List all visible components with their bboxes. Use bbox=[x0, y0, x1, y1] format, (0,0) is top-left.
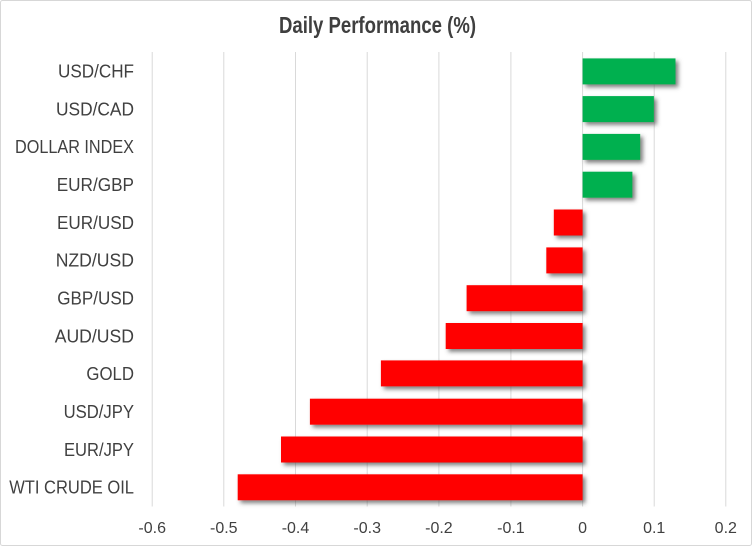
svg-text:EUR/GBP: EUR/GBP bbox=[57, 175, 134, 195]
svg-text:Daily Performance (%): Daily Performance (%) bbox=[279, 12, 476, 38]
svg-text:GBP/USD: GBP/USD bbox=[57, 289, 134, 309]
svg-text:-0.5: -0.5 bbox=[210, 520, 238, 537]
svg-text:AUD/USD: AUD/USD bbox=[55, 326, 134, 346]
svg-text:WTI CRUDE OIL: WTI CRUDE OIL bbox=[9, 478, 134, 498]
svg-text:NZD/USD: NZD/USD bbox=[56, 251, 134, 271]
svg-text:-0.1: -0.1 bbox=[497, 520, 525, 537]
svg-text:-0.6: -0.6 bbox=[138, 520, 166, 537]
svg-text:DOLLAR INDEX: DOLLAR INDEX bbox=[15, 137, 134, 157]
svg-text:-0.2: -0.2 bbox=[425, 520, 453, 537]
svg-text:EUR/JPY: EUR/JPY bbox=[64, 440, 134, 460]
svg-text:-0.3: -0.3 bbox=[353, 520, 381, 537]
svg-text:USD/CAD: USD/CAD bbox=[56, 99, 134, 119]
svg-text:0.2: 0.2 bbox=[715, 520, 737, 537]
svg-text:-0.4: -0.4 bbox=[282, 520, 310, 537]
svg-text:USD/JPY: USD/JPY bbox=[64, 402, 134, 422]
svg-text:USD/CHF: USD/CHF bbox=[58, 62, 134, 82]
svg-text:0: 0 bbox=[578, 520, 587, 537]
svg-text:EUR/USD: EUR/USD bbox=[57, 213, 134, 233]
svg-text:GOLD: GOLD bbox=[86, 364, 134, 384]
svg-text:0.1: 0.1 bbox=[643, 520, 665, 537]
